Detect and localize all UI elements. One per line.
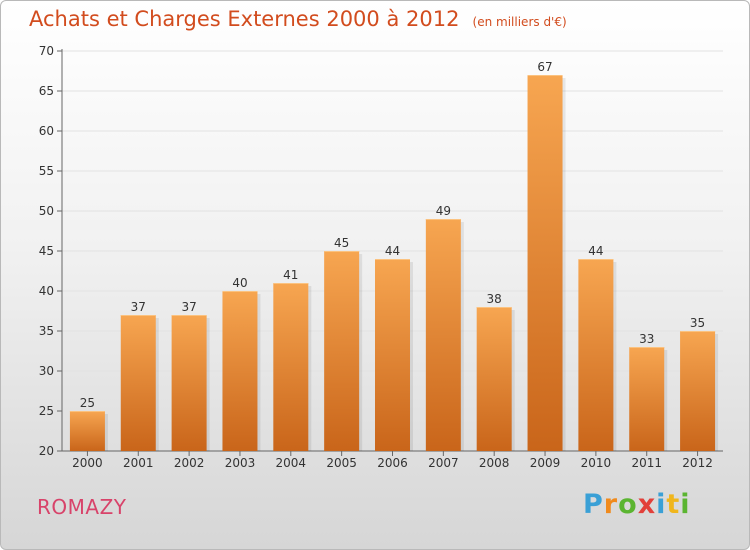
x-tick-label: 2001 (123, 456, 154, 470)
x-tick-label: 2008 (479, 456, 510, 470)
y-tick-label: 50 (39, 204, 54, 218)
data-label: 67 (537, 60, 552, 74)
x-tick-label: 2003 (225, 456, 256, 470)
commune-name: ROMAZY (37, 495, 127, 519)
x-tick-label: 2000 (72, 456, 103, 470)
title-row: Achats et Charges Externes 2000 à 2012 (… (29, 7, 567, 31)
bar (629, 347, 665, 451)
bars (69, 75, 719, 451)
x-tick-label: 2002 (174, 456, 205, 470)
bar (120, 315, 156, 451)
y-tick-label: 45 (39, 244, 54, 258)
logo-letter: t (666, 489, 681, 520)
chart-title: Achats et Charges Externes 2000 à 2012 (29, 7, 460, 31)
y-tick-label: 60 (39, 124, 54, 138)
logo-letter: o (618, 489, 638, 520)
data-label: 45 (334, 236, 349, 250)
bar (425, 219, 461, 451)
data-label: 44 (385, 244, 400, 258)
bar (375, 259, 410, 451)
bar (476, 307, 512, 451)
x-tick-label: 2010 (581, 456, 612, 470)
bar (324, 251, 360, 451)
data-label: 35 (690, 316, 705, 330)
x-tick-label: 2007 (428, 456, 459, 470)
y-tick-label: 25 (39, 404, 54, 418)
data-label: 33 (639, 332, 654, 346)
bar (222, 291, 258, 451)
x-tick-label: 2012 (682, 456, 713, 470)
data-label: 44 (588, 244, 603, 258)
bar (527, 75, 563, 451)
y-tick-label: 35 (39, 324, 54, 338)
bar (69, 411, 105, 451)
data-label: 41 (283, 268, 298, 282)
logo-letter: i (656, 489, 667, 520)
y-tick-label: 55 (39, 164, 54, 178)
logo-letter: x (637, 489, 657, 520)
bar (680, 331, 716, 451)
x-tick-label: 2009 (530, 456, 561, 470)
data-label: 25 (80, 396, 95, 410)
bar (171, 315, 207, 451)
bar (578, 259, 614, 451)
x-tick-label: 2011 (631, 456, 662, 470)
logo-letter: r (603, 489, 619, 520)
data-label: 37 (181, 300, 196, 314)
x-tick-label: 2004 (276, 456, 307, 470)
logo-letter: P (583, 489, 604, 520)
data-label: 40 (232, 276, 247, 290)
y-tick-label: 70 (39, 44, 54, 58)
labels: 20 25 30 35 40 45 50 55 60 65 70 25 2000 37 2001 37 2002… (39, 44, 713, 470)
x-tick-label: 2006 (377, 456, 408, 470)
y-tick-label: 40 (39, 284, 54, 298)
logo-letter: i (680, 489, 691, 520)
y-tick-label: 65 (39, 84, 54, 98)
data-label: 49 (436, 204, 451, 218)
y-tick-label: 30 (39, 364, 54, 378)
x-tick-label: 2005 (326, 456, 357, 470)
data-label: 38 (487, 292, 502, 306)
chart-subtitle: (en milliers d'€) (472, 15, 567, 29)
bar (273, 283, 309, 451)
data-label: 37 (131, 300, 146, 314)
y-tick-label: 20 (39, 444, 54, 458)
proxiti-logo: Proxiti (583, 489, 691, 520)
